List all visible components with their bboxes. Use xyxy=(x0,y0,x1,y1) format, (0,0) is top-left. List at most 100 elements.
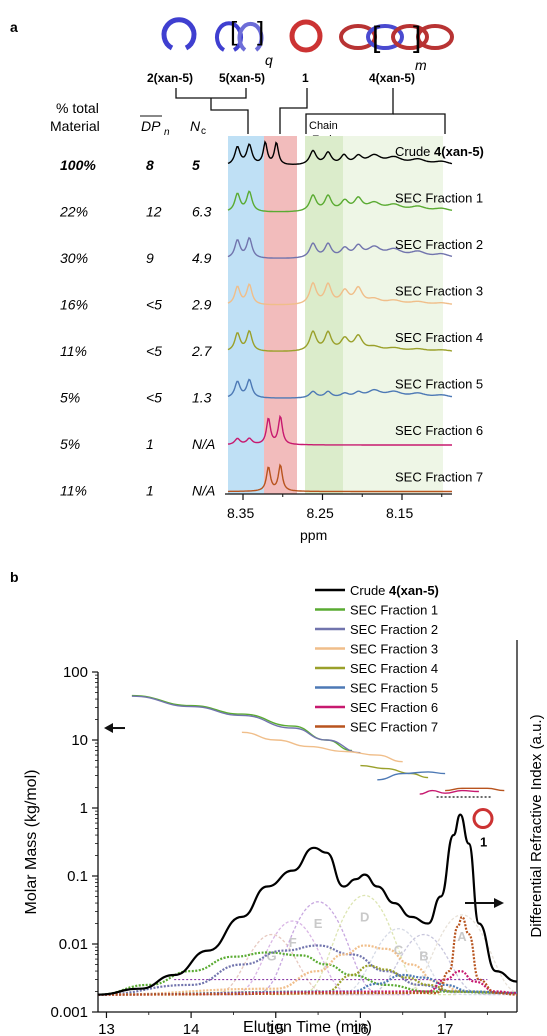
nc-value: 2.9 xyxy=(191,297,212,313)
dpn-value: 1 xyxy=(146,483,154,499)
nmr-x-tick-label: 8.25 xyxy=(307,505,334,521)
nmr-x-tick-label: 8.35 xyxy=(227,505,254,521)
dpn-value: <5 xyxy=(146,390,162,406)
dpn-value: 8 xyxy=(146,157,154,173)
peak-letter: A xyxy=(457,929,467,944)
structure-label-4: 4(xan-5) xyxy=(369,71,415,85)
nmr-spectrum-line xyxy=(227,190,453,213)
nc-value: N/A xyxy=(192,483,215,499)
subscript-q: q xyxy=(265,52,273,68)
sec-chart: 0.001 0.01 0.1 1 10 100 13 14 15 16 17 Elution Time… xyxy=(23,640,545,1036)
nmr-spectrum-line xyxy=(227,414,452,446)
polycatenane-icon: [ ] xyxy=(339,21,454,54)
highlight-band-lightgreen xyxy=(343,136,443,494)
nmr-spectrum-line xyxy=(227,378,453,399)
bracket-right-icon: ] xyxy=(413,21,421,54)
pct-value: 5% xyxy=(60,390,80,406)
macrocycle-ring-icon xyxy=(289,19,323,53)
peak-letter: G xyxy=(266,948,276,963)
fraction-name: SEC Fraction 1 xyxy=(395,191,483,206)
pct-value: 5% xyxy=(60,436,80,452)
bracket-left-icon: [ xyxy=(230,16,238,46)
nmr-row: 16% <5 2.9 SEC Fraction 3 xyxy=(60,281,483,313)
peak-assignment-connectors xyxy=(175,88,446,134)
x-tick-label: 14 xyxy=(183,1021,200,1036)
bracket-right-icon: ] xyxy=(257,16,264,46)
fraction-name: SEC Fraction 7 xyxy=(395,470,483,485)
y-tick-label: 100 xyxy=(63,664,88,681)
dpn-value: <5 xyxy=(146,343,162,359)
peak-letter: F xyxy=(289,935,297,950)
peak-letter: E xyxy=(314,916,323,931)
highlight-band-blue xyxy=(228,136,264,494)
x-tick-label: 13 xyxy=(98,1021,115,1036)
peak-letter: C xyxy=(394,943,404,958)
nmr-spectrum-line xyxy=(227,140,453,166)
x-tick-label: 16 xyxy=(352,1021,369,1036)
nc-value: 4.9 xyxy=(192,250,212,266)
dpn-value: 1 xyxy=(146,436,154,452)
peak-letter: B xyxy=(419,948,428,963)
pct-header-line2: Material xyxy=(50,118,100,134)
left-arrow-head-icon xyxy=(104,723,113,734)
nc-value: 5 xyxy=(192,157,200,173)
pct-value: 22% xyxy=(59,204,88,220)
legend-label: SEC Fraction 1 xyxy=(350,603,438,618)
fraction-name: SEC Fraction 6 xyxy=(395,423,483,438)
legend-label: SEC Fraction 3 xyxy=(350,642,438,657)
molar-mass-trace xyxy=(360,764,429,779)
right-arrow-head-icon xyxy=(494,898,504,909)
panel-b: b Crude 4(xan-5) SEC Fraction 1 SEC Fracti… xyxy=(10,569,545,1036)
deconvolved-peak xyxy=(178,933,365,996)
fraction-name: SEC Fraction 5 xyxy=(395,377,483,392)
y-tick-label: 1 xyxy=(80,800,88,817)
x-axis-label: Elution Time (min) xyxy=(243,1019,372,1036)
y-tick-label: 0.01 xyxy=(59,936,88,953)
panel-a-label: a xyxy=(10,19,18,35)
dpn-value: 9 xyxy=(146,250,154,266)
dpn-header-sub: n xyxy=(164,127,170,138)
structure-label-5: 5(xan-5) xyxy=(219,71,265,85)
pct-value: 100% xyxy=(60,157,96,173)
highlight-band-red xyxy=(264,136,297,494)
dpn-header: DP xyxy=(141,118,161,134)
y-tick-label: 0.001 xyxy=(50,1004,88,1021)
y-tick-label: 10 xyxy=(71,732,88,749)
nmr-row: 5% <5 1.3 SEC Fraction 5 xyxy=(60,377,483,406)
ri-trace xyxy=(97,973,518,996)
nc-value: 2.7 xyxy=(191,343,213,359)
nmr-spectrum-line xyxy=(227,281,453,306)
legend-label: Crude 4(xan-5) xyxy=(350,583,439,598)
y2-axis-label: Differential Refractive Index (a.u.) xyxy=(528,714,545,937)
catenane-open-icon: [ ] xyxy=(215,16,264,52)
molar-mass-trace xyxy=(445,787,505,792)
nmr-x-ticks: 8.35 8.25 8.15 xyxy=(227,494,443,521)
highlight-band-green xyxy=(305,136,343,494)
nmr-row: 100% 8 5 Crude 4(xan-5) xyxy=(60,140,484,173)
dpn-value: <5 xyxy=(146,297,162,313)
legend-item: SEC Fraction 3 xyxy=(315,642,438,657)
molar-mass-trace xyxy=(131,694,352,752)
subscript-m: m xyxy=(415,57,427,73)
ri-trace-crude xyxy=(97,813,518,996)
nc-value: 6.3 xyxy=(192,204,212,220)
pct-header-line1: % total xyxy=(56,100,99,116)
nmr-spectrum-line xyxy=(227,236,453,259)
peak-letter: D xyxy=(360,909,369,924)
y-tick-label: 0.1 xyxy=(67,868,88,885)
structure-label-2: 2(xan-5) xyxy=(147,71,193,85)
legend-item: SEC Fraction 2 xyxy=(315,622,438,637)
legend-label: SEC Fraction 5 xyxy=(350,681,438,696)
molar-mass-trace xyxy=(377,771,446,781)
nmr-row: 11% <5 2.7 SEC Fraction 4 xyxy=(60,329,483,359)
fraction-name: SEC Fraction 2 xyxy=(395,237,483,252)
nmr-spectrum-line xyxy=(228,463,452,493)
legend: Crude 4(xan-5) SEC Fraction 1 SEC Fraction… xyxy=(315,583,439,735)
ri-trace xyxy=(97,944,518,996)
pct-value: 30% xyxy=(60,250,88,266)
legend-item: SEC Fraction 1 xyxy=(315,603,438,618)
y-axis-label: Molar Mass (kg/mol) xyxy=(23,770,40,915)
legend-item: SEC Fraction 5 xyxy=(315,681,438,696)
x-tick-label: 17 xyxy=(437,1021,454,1036)
